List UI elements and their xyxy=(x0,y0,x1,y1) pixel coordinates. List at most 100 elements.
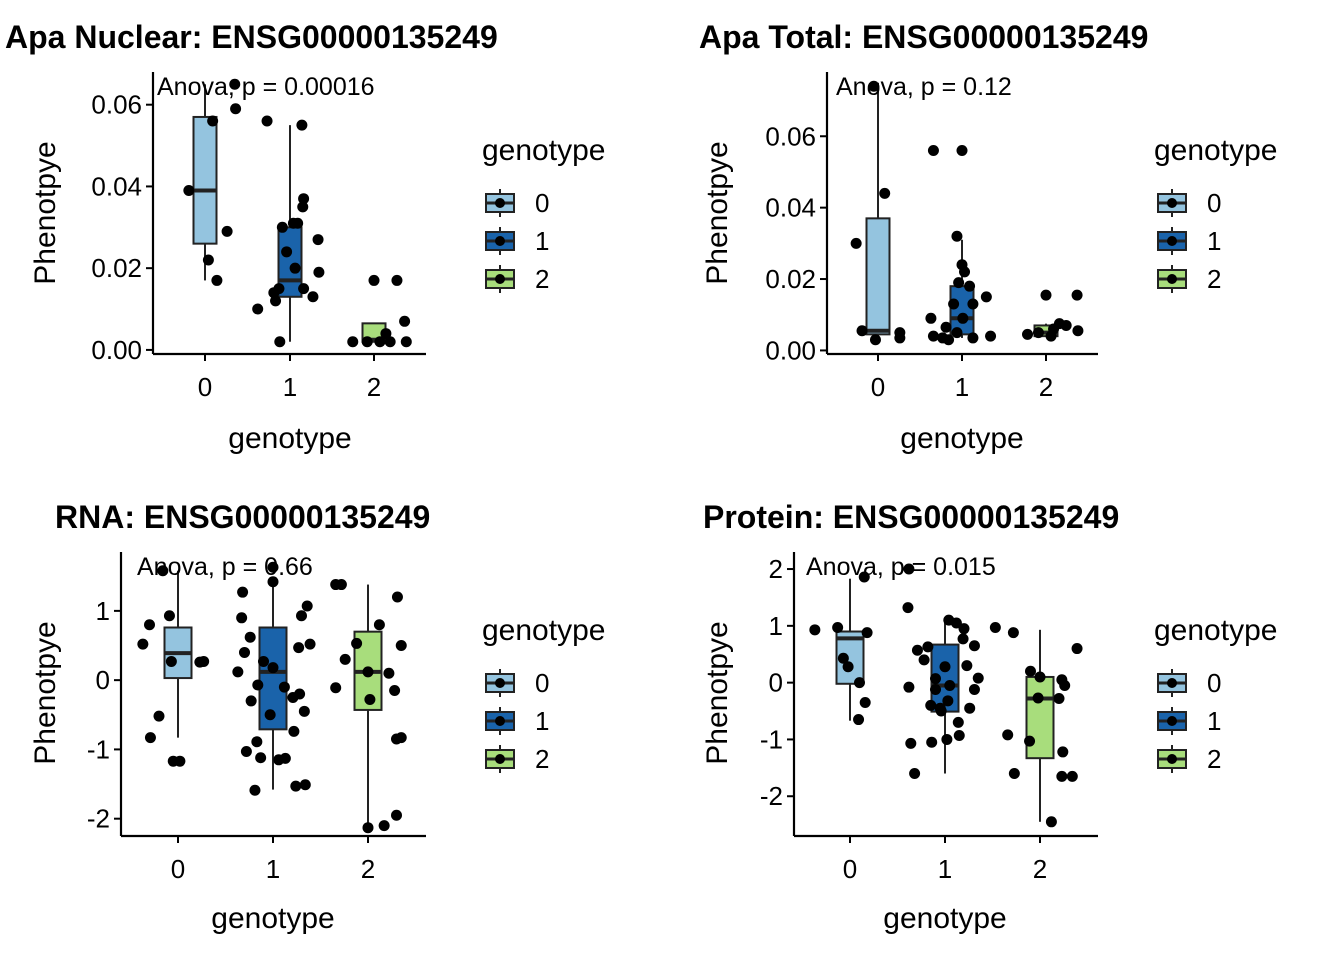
data-point xyxy=(964,280,976,292)
data-point xyxy=(221,225,233,237)
data-point xyxy=(296,610,307,622)
legend-key-point xyxy=(495,198,505,208)
data-point xyxy=(905,737,917,749)
x-tick-label: 1 xyxy=(938,854,952,884)
x-tick-label: 2 xyxy=(367,372,381,402)
data-point xyxy=(869,334,881,346)
y-tick-label: 0.00 xyxy=(91,335,142,365)
data-point xyxy=(909,768,921,780)
data-point xyxy=(374,336,386,348)
data-point xyxy=(939,661,951,673)
y-tick-label: 0.06 xyxy=(91,90,142,120)
data-point xyxy=(961,660,973,672)
data-point xyxy=(1032,692,1044,704)
data-point xyxy=(985,330,997,342)
data-point xyxy=(373,619,385,631)
legend-label: 1 xyxy=(535,226,549,256)
data-point xyxy=(232,666,244,678)
data-point xyxy=(383,667,395,679)
legend-key-point xyxy=(1167,716,1177,726)
legend-label: 1 xyxy=(535,706,549,736)
legend-title: genotype xyxy=(1154,614,1277,647)
data-point xyxy=(301,600,313,612)
data-point xyxy=(292,217,304,229)
legend: genotype 0 1 2 xyxy=(1154,614,1277,774)
anova-annotation: Anova, p = 0.00016 xyxy=(157,73,375,101)
data-point xyxy=(389,685,401,697)
data-point xyxy=(298,283,310,295)
data-point xyxy=(279,752,291,764)
data-point xyxy=(1071,643,1083,655)
y-tick-label: -2 xyxy=(760,781,783,811)
data-point xyxy=(957,633,969,645)
data-point xyxy=(1025,665,1036,677)
data-point xyxy=(391,591,403,603)
data-point xyxy=(894,332,906,344)
data-point xyxy=(362,822,374,834)
data-point xyxy=(347,336,359,348)
data-point xyxy=(245,695,257,707)
data-point xyxy=(1007,627,1019,639)
legend-label: 1 xyxy=(1207,706,1221,736)
legend-key-1 xyxy=(485,227,515,255)
legend-label: 2 xyxy=(535,744,549,774)
data-point xyxy=(207,115,219,127)
legend-key-2 xyxy=(485,745,515,773)
x-axis-title: genotype xyxy=(883,902,1006,935)
legend-key-point xyxy=(1167,198,1177,208)
data-point xyxy=(202,254,214,266)
data-point xyxy=(276,221,288,233)
x-axis-title: genotype xyxy=(211,902,334,935)
data-point xyxy=(395,732,407,744)
data-point xyxy=(400,336,412,348)
legend-label: 1 xyxy=(1207,226,1221,256)
data-point xyxy=(258,655,269,667)
data-point xyxy=(1045,816,1057,828)
data-point xyxy=(940,321,952,333)
data-point xyxy=(1032,327,1044,339)
legend-key-0 xyxy=(1157,189,1187,217)
data-point xyxy=(903,563,915,575)
x-tick-label: 1 xyxy=(955,372,969,402)
y-tick-label: 0.06 xyxy=(765,121,816,151)
data-point xyxy=(1022,328,1034,340)
legend-key-point xyxy=(495,716,505,726)
y-tick-label: 0.00 xyxy=(765,335,816,365)
data-point xyxy=(211,274,223,286)
y-tick-label: 2 xyxy=(769,554,783,584)
data-point xyxy=(244,631,256,643)
data-point xyxy=(267,561,279,573)
x-tick-label: 1 xyxy=(266,854,280,884)
legend-key-point xyxy=(1167,236,1177,246)
data-points xyxy=(850,80,1084,346)
x-tick-label: 1 xyxy=(283,372,297,402)
data-point xyxy=(264,709,276,721)
data-point xyxy=(1034,671,1046,683)
data-point xyxy=(278,681,290,693)
data-point xyxy=(1002,729,1014,741)
data-point xyxy=(942,695,954,707)
data-point xyxy=(339,653,351,665)
data-point xyxy=(174,755,186,767)
data-point xyxy=(1060,319,1072,331)
data-point xyxy=(911,644,923,656)
data-points xyxy=(809,563,1083,828)
legend-label: 0 xyxy=(1207,668,1221,698)
x-tick-label: 0 xyxy=(198,372,212,402)
box-genotype-1 xyxy=(277,125,303,342)
y-tick-label: -2 xyxy=(87,804,110,834)
data-point xyxy=(950,617,962,629)
x-tick-label: 0 xyxy=(171,854,185,884)
data-point xyxy=(274,336,286,348)
legend: genotype 0 1 2 xyxy=(482,614,605,774)
chart-title: RNA: ENSG00000135249 xyxy=(55,499,430,535)
data-point xyxy=(809,624,821,636)
legend-key-point xyxy=(495,754,505,764)
data-point xyxy=(144,732,156,744)
data-point xyxy=(289,262,301,274)
legend-key-point xyxy=(495,274,505,284)
legend: genotype 0 1 2 xyxy=(1154,134,1277,294)
data-point xyxy=(380,328,392,340)
data-point xyxy=(980,291,992,303)
